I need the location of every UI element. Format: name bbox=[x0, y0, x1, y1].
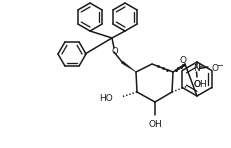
Text: HO: HO bbox=[99, 94, 113, 103]
Text: O: O bbox=[211, 63, 218, 73]
Text: O: O bbox=[194, 80, 201, 89]
Text: O: O bbox=[179, 56, 186, 65]
Polygon shape bbox=[121, 61, 136, 72]
Text: −: − bbox=[216, 62, 224, 70]
Text: OH: OH bbox=[194, 79, 208, 89]
Text: N: N bbox=[193, 64, 200, 73]
Text: OH: OH bbox=[148, 120, 162, 129]
Text: +: + bbox=[198, 63, 204, 70]
Text: O: O bbox=[112, 46, 118, 56]
